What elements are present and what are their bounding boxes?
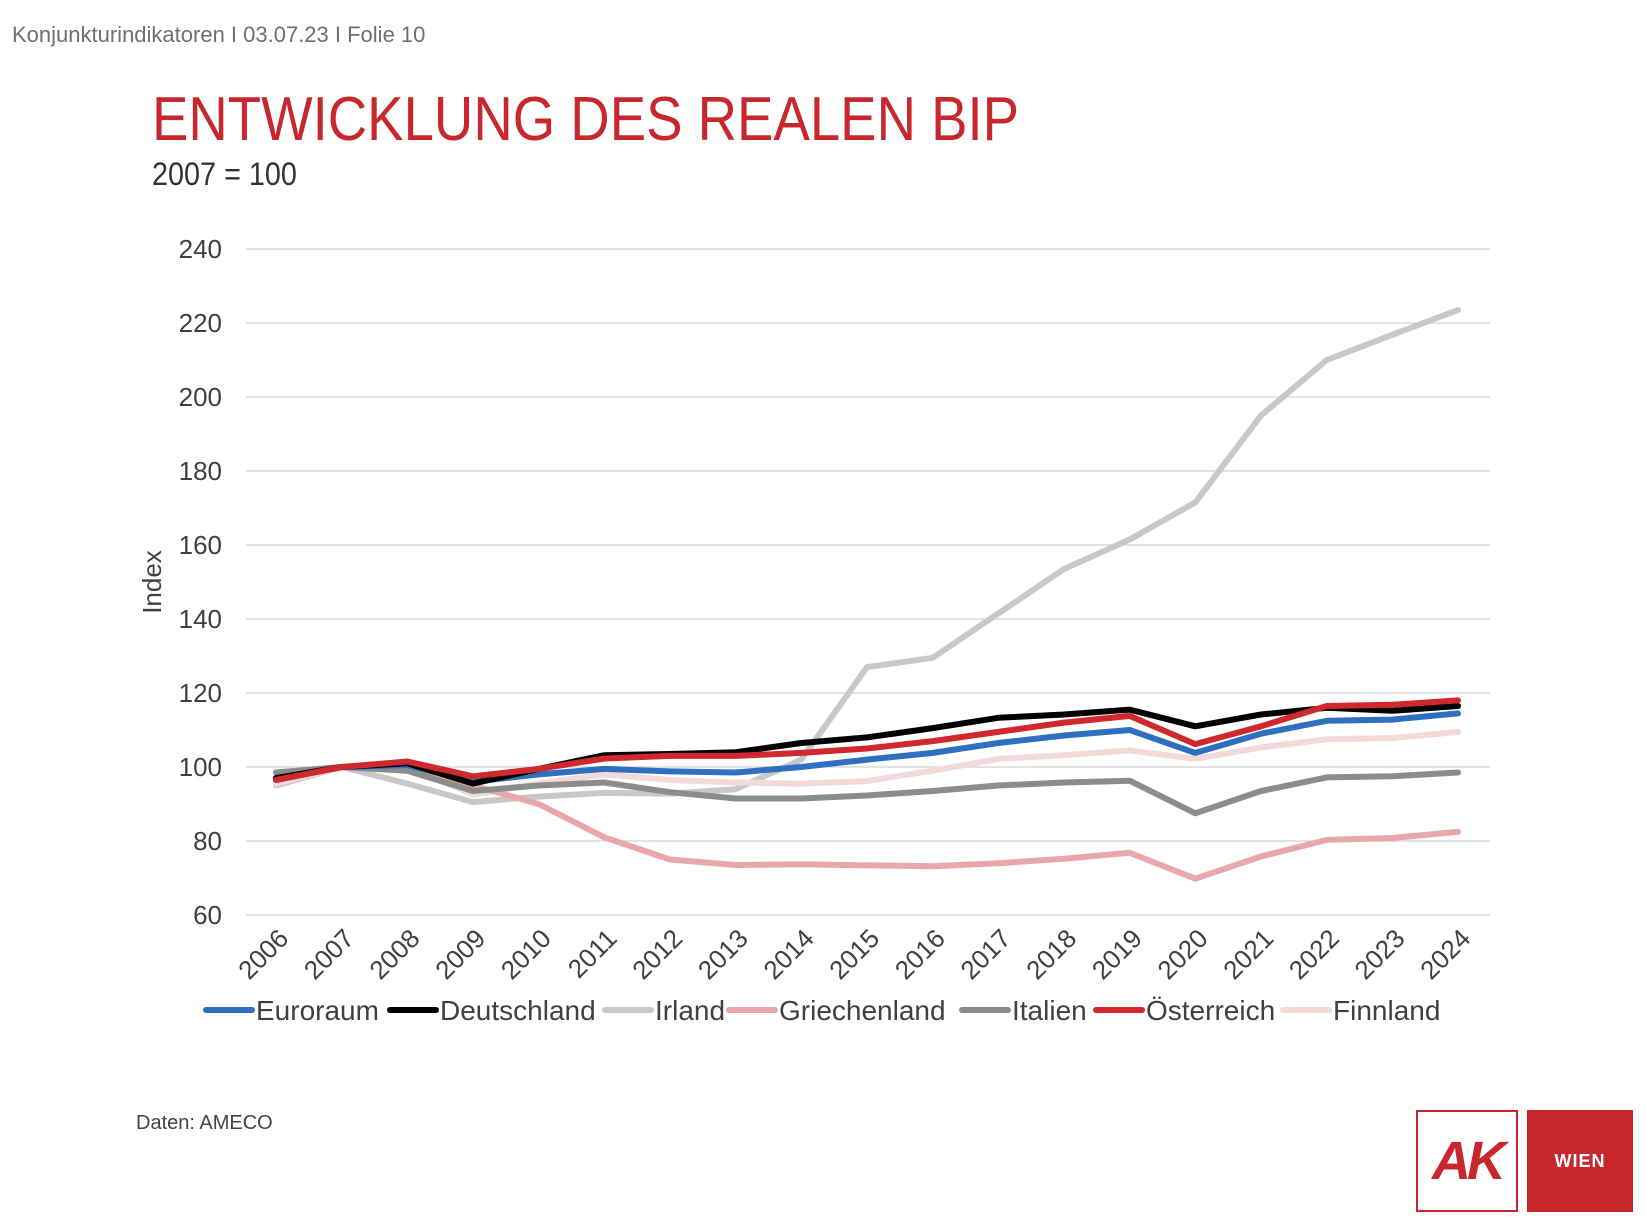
x-tick-label: 2015 [823, 923, 885, 985]
x-axis-ticks: 2006 2007 2008 2009 2010 2011 2012 2013 2014 2015… [232, 923, 1476, 985]
page-subtitle: 2007 = 100 [152, 156, 297, 192]
series-lines [273, 307, 1461, 882]
ak-logo: AK [1416, 1110, 1518, 1212]
legend-label: Deutschland [440, 995, 596, 1026]
y-tick-label: 140 [179, 604, 222, 634]
y-tick-label: 120 [179, 678, 222, 708]
y-tick-label: 160 [179, 530, 222, 560]
series-line-deutschland [273, 703, 1461, 787]
x-tick-label: 2022 [1283, 923, 1345, 985]
x-tick-label: 2018 [1020, 923, 1082, 985]
x-tick-label: 2008 [363, 923, 425, 985]
legend-label: Italien [1012, 995, 1087, 1026]
x-tick-label: 2014 [757, 923, 819, 985]
chart-legend: Euroraum Deutschland Irland Griechenland Ita… [203, 995, 1440, 1026]
series-line-italien [273, 764, 1461, 817]
y-axis-label: Index [137, 550, 167, 614]
x-tick-label: 2007 [298, 923, 360, 985]
y-tick-label: 80 [193, 826, 222, 856]
y-tick-label: 100 [179, 752, 222, 782]
x-tick-label: 2021 [1217, 923, 1279, 985]
y-tick-label: 200 [179, 382, 222, 412]
slide-breadcrumb: Konjunkturindikatoren I 03.07.23 I Folie… [12, 22, 426, 47]
x-tick-label: 2016 [889, 923, 951, 985]
legend-label: Euroraum [256, 995, 379, 1026]
y-tick-label: 60 [193, 900, 222, 930]
x-tick-label: 2006 [232, 923, 294, 985]
x-tick-label: 2017 [954, 923, 1016, 985]
x-tick-label: 2011 [562, 923, 623, 984]
ak-logo-text: AK [1432, 1131, 1506, 1191]
y-tick-label: 180 [179, 456, 222, 486]
series-line-irland [273, 307, 1461, 806]
x-tick-label: 2010 [495, 923, 557, 985]
x-tick-label: 2013 [692, 923, 754, 985]
x-tick-label: 2023 [1348, 923, 1410, 985]
x-tick-label: 2009 [429, 923, 491, 985]
x-tick-label: 2012 [626, 923, 688, 985]
legend-label: Österreich [1146, 995, 1275, 1026]
y-axis-ticks: 60 80 100 120 140 160 180 200 220 240 [179, 234, 222, 930]
y-tick-label: 240 [179, 234, 222, 264]
x-tick-label: 2019 [1086, 923, 1148, 985]
y-tick-label: 220 [179, 308, 222, 338]
legend-label: Griechenland [779, 995, 946, 1026]
wien-logo-text: WIEN [1554, 1150, 1606, 1171]
x-tick-label: 2020 [1151, 923, 1213, 985]
series-line-finnland [273, 728, 1461, 798]
series-line-österreich [273, 697, 1461, 783]
chart-gridlines [246, 248, 1490, 916]
legend-label: Irland [655, 995, 725, 1026]
data-source-note: Daten: AMECO [136, 1112, 273, 1134]
x-tick-label: 2024 [1414, 923, 1476, 985]
wien-logo: WIEN [1527, 1110, 1633, 1212]
legend-label: Finnland [1333, 995, 1440, 1026]
page-title: ENTWICKLUNG DES REALEN BIP [152, 85, 1020, 154]
